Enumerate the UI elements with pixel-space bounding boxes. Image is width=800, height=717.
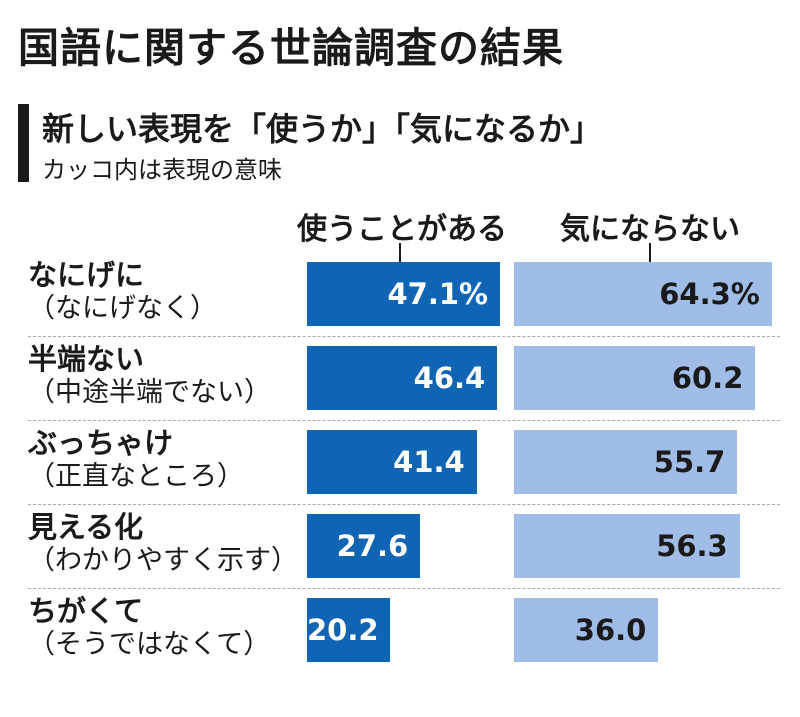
chart-subtitle: 新しい表現を「使うか」「気になるか」 [42,110,603,148]
row-divider [28,420,780,421]
category-name: 見える化 [28,510,144,544]
bar-use [307,514,421,578]
bar-mind [514,598,659,662]
bar-use [307,262,501,326]
bar-value-label: 60.2 [671,361,744,395]
column-header-mind-tick [649,243,651,263]
bar-value-label: 46.4 [413,361,486,395]
category-name: ちがくて [28,594,144,628]
column-header-use-tick [399,243,401,263]
bar-mind [514,262,772,326]
bar-value-label: 56.3 [656,529,728,563]
subtitle-marker [18,104,29,182]
category-label: 見える化 （わかりやすく示す） [28,510,298,577]
category-meaning: （中途半端でない） [28,376,271,408]
row-divider [28,336,780,337]
category-label: なにげに （なにげなく） [28,258,217,325]
bar-value-label: 47.1% [387,277,489,311]
category-label: ぶっちゃけ （正直なところ） [28,426,244,493]
category-name: ぶっちゃけ [28,426,174,460]
chart-note: カッコ内は表現の意味 [42,156,282,184]
bar-value-label: 36.0 [574,613,647,647]
bar-mind [514,514,740,578]
bar-value-label: 64.3% [659,277,760,311]
row-divider [28,504,780,505]
column-header-mind: 気にならない [560,212,740,247]
bar-mind [514,430,738,494]
category-meaning: （そうではなくて） [28,628,271,660]
category-meaning: （わかりやすく示す） [28,544,298,576]
bar-value-label: 55.7 [653,445,726,479]
bar-mind [514,346,756,410]
row-divider [28,588,780,589]
category-meaning: （なにげなく） [28,292,217,324]
category-label: 半端ない （中途半端でない） [28,342,271,409]
category-label: ちがくて （そうではなくて） [28,594,270,661]
bar-value-label: 20.2 [307,613,379,647]
category-name: 半端ない [28,342,145,376]
bar-value-label: 27.6 [336,529,409,563]
bar-use [307,430,477,494]
bar-use [307,346,498,410]
column-header-use: 使うことがある [297,212,507,247]
category-name: なにげに [28,258,145,292]
bar-use [307,598,390,662]
bar-value-label: 41.4 [393,445,465,479]
chart-title: 国語に関する世論調査の結果 [18,24,564,72]
category-meaning: （正直なところ） [28,460,244,492]
